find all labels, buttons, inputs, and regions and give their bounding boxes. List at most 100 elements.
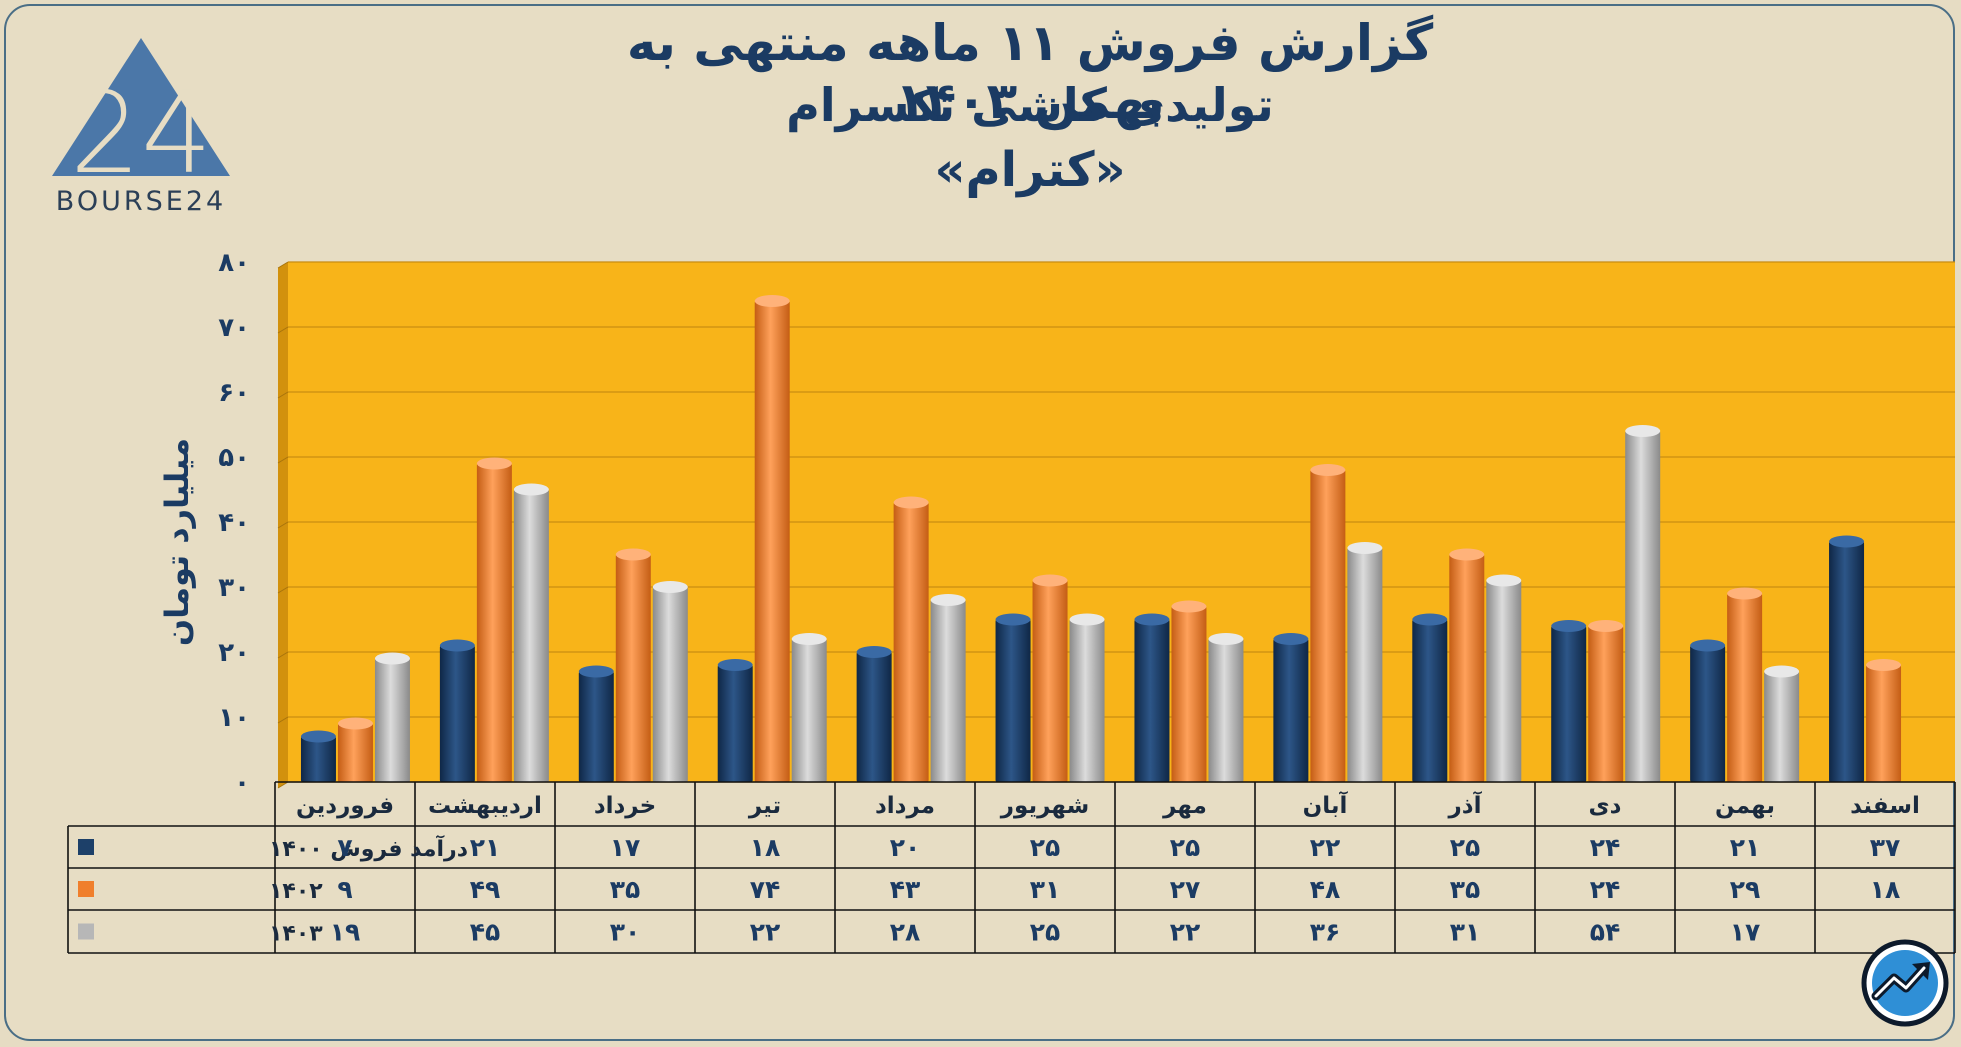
y-tick-label: ۶۰ — [218, 378, 250, 408]
bar-top — [1486, 574, 1522, 587]
data-label: ۵۴ — [1590, 918, 1621, 947]
data-label: ۲۲ — [750, 918, 781, 947]
data-label: ۲۵ — [1450, 833, 1481, 862]
data-label: ۲۲ — [1310, 833, 1341, 862]
series-name: ۱۴۰۳ — [269, 922, 323, 947]
bar-s1403 — [1069, 619, 1105, 782]
bar-s1402 — [476, 463, 512, 782]
category-label: شهریور — [1000, 793, 1089, 819]
data-label: ۹ — [337, 875, 352, 904]
y-tick-label: ۲۰ — [218, 638, 250, 668]
bar-top — [300, 730, 336, 743]
bar-top — [1551, 620, 1587, 632]
bar-s1402 — [1032, 580, 1068, 782]
bar-top — [439, 639, 475, 652]
data-label: ۳۵ — [610, 875, 641, 904]
category-label: خرداد — [594, 793, 656, 819]
data-label: ۴۵ — [470, 918, 501, 947]
bar-s1402 — [337, 723, 373, 782]
data-label: ۳۵ — [1450, 875, 1481, 904]
bar-top — [1412, 613, 1448, 626]
data-label: ۲۴ — [1590, 833, 1621, 862]
data-label: ۲۵ — [1030, 918, 1061, 947]
bar-s1400 — [1551, 626, 1587, 782]
category-label: بهمن — [1715, 793, 1775, 819]
data-label: ۳۷ — [1870, 833, 1901, 862]
bar-top — [1588, 620, 1624, 632]
data-label: ۴۹ — [470, 875, 501, 904]
bar-s1403 — [1347, 548, 1383, 782]
category-label: مهر — [1162, 793, 1207, 819]
data-label: ۲۷ — [1170, 875, 1201, 904]
y-tick-label: ۳۰ — [218, 573, 250, 603]
bar-s1403 — [513, 489, 549, 782]
bar-s1403 — [1208, 639, 1244, 782]
bar-top — [1134, 613, 1170, 626]
data-label: ۳۶ — [1310, 918, 1341, 947]
bar-s1400 — [1273, 639, 1309, 782]
bar-s1402 — [1727, 593, 1763, 782]
bar-top — [1208, 633, 1244, 645]
bar-top — [652, 581, 688, 593]
chart-subtitle: تولیدی کاشی تکسرام — [786, 78, 1274, 132]
data-label: ۴۳ — [890, 875, 921, 904]
category-label: اردیبهشت — [428, 793, 542, 819]
data-label: ۲۱ — [1730, 833, 1761, 862]
bar-top — [1032, 574, 1068, 587]
logo-text: BOURSE24 — [56, 186, 226, 217]
bar-top — [1625, 425, 1661, 437]
data-label: ۷۴ — [750, 875, 781, 904]
gridline-side — [277, 261, 289, 269]
gridline-side — [277, 326, 289, 334]
bar-top — [1069, 613, 1105, 626]
bar-top — [893, 496, 929, 509]
gridline-side — [277, 456, 289, 464]
bar-s1403 — [374, 658, 410, 782]
bar-top — [1866, 659, 1902, 671]
bar-s1400 — [439, 645, 475, 782]
data-label: ۲۸ — [890, 918, 921, 947]
bar-top — [995, 613, 1031, 626]
data-label: ۱۹ — [330, 918, 361, 947]
bar-s1402 — [1449, 554, 1485, 782]
bar-s1402 — [1171, 606, 1207, 782]
bourse24-logo: 24 BOURSE24 — [52, 38, 230, 217]
data-label: ۲۱ — [470, 833, 501, 862]
bar-s1403 — [791, 639, 827, 782]
bar-s1400 — [300, 736, 336, 782]
gridline-side — [277, 651, 289, 659]
bar-s1402 — [754, 301, 790, 782]
bar-top — [856, 646, 892, 658]
y-tick-label: ۸۰ — [218, 248, 250, 278]
bar-top — [1690, 639, 1726, 652]
bar-s1400 — [1134, 619, 1170, 782]
bar-top — [717, 659, 753, 671]
gridline-side — [277, 781, 289, 789]
category-label: آذر — [1448, 790, 1483, 819]
legend-swatch — [78, 839, 94, 855]
bar-s1403 — [1486, 580, 1522, 782]
bar-s1403 — [1764, 671, 1800, 782]
legend-swatch — [78, 881, 94, 897]
y-tick-label: ۴۰ — [218, 508, 250, 538]
bar-top — [1829, 535, 1865, 548]
bar-s1403 — [1625, 431, 1661, 782]
category-label: اسفند — [1850, 793, 1920, 819]
y-tick-label: ۵۰ — [218, 443, 250, 473]
bar-top — [337, 717, 373, 730]
category-label: تیر — [748, 793, 781, 819]
legend-swatch — [78, 923, 94, 940]
data-label: ۲۴ — [1590, 875, 1621, 904]
chart-title: گزارش فروش ۱۱ ماهه منتهی به بهمن ۱۴۰۳ — [626, 14, 1434, 130]
bar-s1400 — [1829, 541, 1865, 782]
bar-s1400 — [578, 671, 614, 782]
category-label: دی — [1589, 793, 1622, 819]
data-label: ۱۷ — [1730, 918, 1761, 947]
data-label: ۴۸ — [1310, 875, 1341, 904]
bar-top — [1273, 633, 1309, 645]
bar-s1402 — [615, 554, 651, 782]
data-label: ۱۷ — [610, 833, 641, 862]
category-label: فروردین — [296, 793, 394, 819]
bar-s1402 — [1866, 665, 1902, 782]
